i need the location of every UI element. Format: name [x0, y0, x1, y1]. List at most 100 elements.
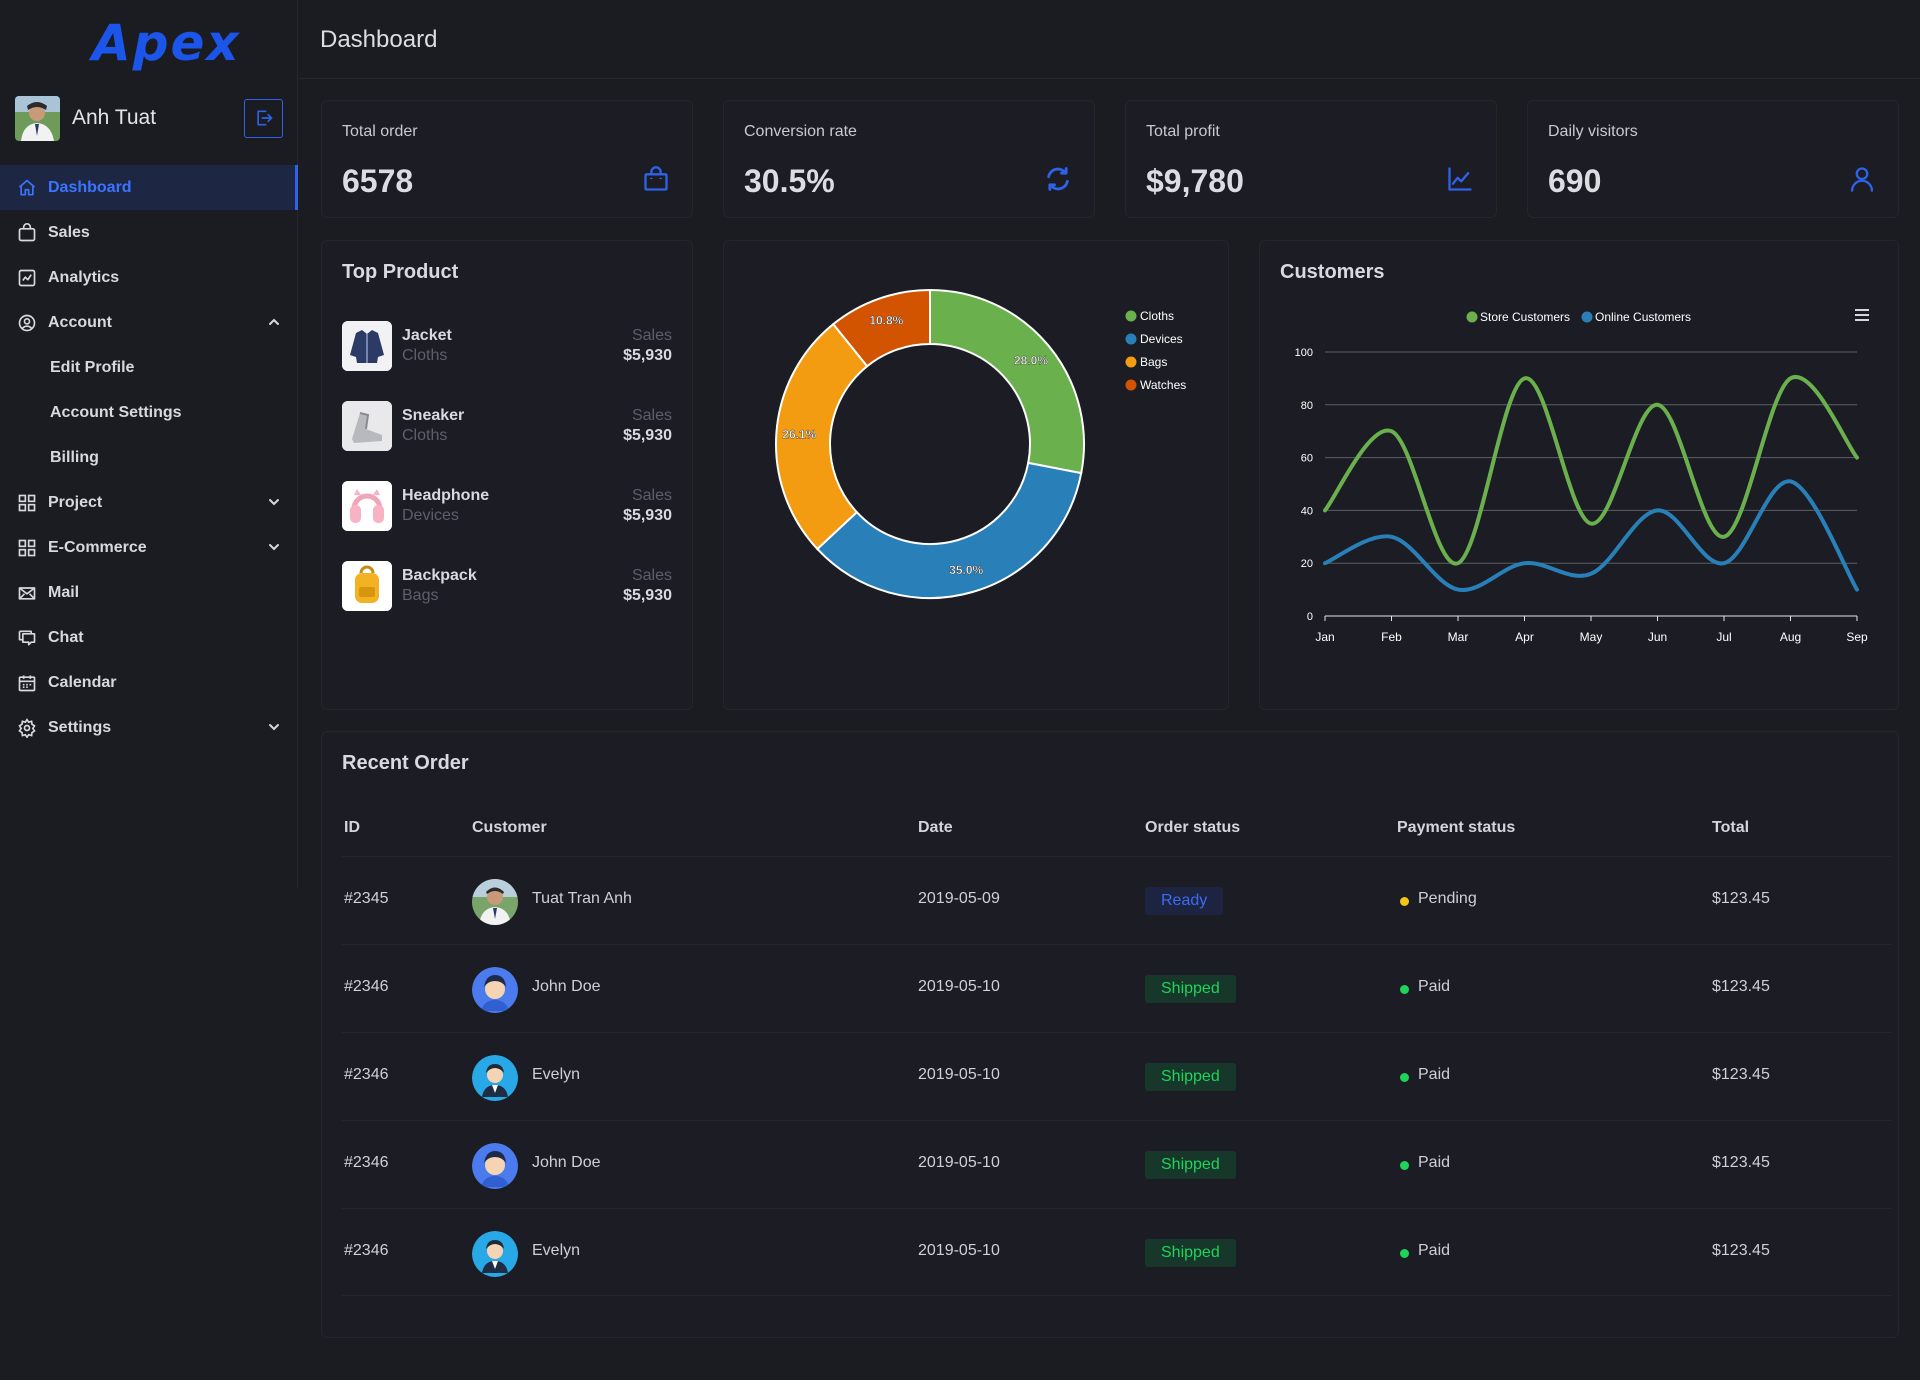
- donut-slice-devices[interactable]: [815, 461, 1083, 599]
- column-header-id[interactable]: ID: [344, 819, 360, 836]
- legend-label: Bags: [1140, 355, 1167, 369]
- sidebar-item-mail[interactable]: Mail: [0, 570, 298, 615]
- stat-label: Daily visitors: [1548, 123, 1638, 140]
- product-name: Backpack: [402, 567, 477, 584]
- product-item[interactable]: Sneaker Cloths Sales $5,930: [342, 401, 672, 453]
- sidebar-item-project[interactable]: Project: [0, 480, 298, 525]
- sidebar: Apex Anh Tuat Dashboard: [0, 0, 298, 889]
- sidebar-item-ecommerce[interactable]: E-Commerce: [0, 525, 298, 570]
- sidebar-item-settings[interactable]: Settings: [0, 705, 298, 750]
- legend-item-online-customers[interactable]: Online Customers: [1581, 310, 1692, 324]
- series-line-online-customers[interactable]: [1323, 479, 1859, 592]
- sidebar-item-account[interactable]: Account: [0, 300, 298, 345]
- legend-item-devices[interactable]: Devices: [1125, 332, 1183, 346]
- stat-label: Conversion rate: [744, 123, 857, 140]
- menu-icon[interactable]: [1853, 308, 1871, 322]
- x-tick-label: Jul: [1716, 630, 1731, 644]
- donut-slice-cloths[interactable]: [929, 288, 1085, 475]
- column-header-date[interactable]: Date: [918, 819, 953, 836]
- product-thumbnail: [342, 321, 392, 371]
- app-logo[interactable]: Apex: [92, 14, 241, 72]
- product-sales-amount: $5,930: [623, 427, 672, 444]
- home-icon: [16, 177, 38, 199]
- card-title: Recent Order: [342, 752, 469, 774]
- sidebar-item-label: Mail: [48, 583, 80, 601]
- product-sales-amount: $5,930: [623, 507, 672, 524]
- sidebar-subitem-edit-profile[interactable]: Edit Profile: [50, 358, 135, 376]
- customer-avatar: [472, 1143, 518, 1189]
- column-header-total[interactable]: Total: [1712, 819, 1750, 836]
- product-sales-label: Sales: [631, 327, 672, 344]
- page-title: Dashboard: [320, 26, 438, 53]
- payment-status-dot: [1400, 1073, 1409, 1082]
- x-tick-label: Mar: [1448, 630, 1469, 644]
- sidebar-nav: Dashboard Sales Analytics Account Edit P…: [0, 165, 298, 750]
- donut-chart: 28.0% 35.0% 26.1% 10.8% Cloths Devices Bags Wat…: [775, 288, 1187, 599]
- stat-label: Total order: [342, 123, 418, 140]
- payment-status-dot: [1400, 1161, 1409, 1170]
- product-sales-label: Sales: [631, 487, 672, 504]
- user-profile: Anh Tuat: [15, 94, 283, 142]
- chevron-down-icon: [269, 499, 279, 506]
- order-total: $123.45: [1712, 978, 1770, 995]
- x-tick-label: Apr: [1515, 630, 1534, 644]
- payment-status-dot: [1400, 897, 1409, 906]
- avatar[interactable]: [15, 95, 60, 141]
- x-tick-label: May: [1580, 630, 1603, 644]
- product-item[interactable]: Jacket Cloths Sales $5,930: [342, 321, 672, 373]
- sidebar-item-calendar[interactable]: Calendar: [0, 660, 298, 705]
- table-row[interactable]: #2346 Evelyn 2019-05-10 Shipped Paid $12…: [342, 1032, 1892, 1120]
- sidebar-item-dashboard[interactable]: Dashboard: [0, 165, 298, 210]
- legend-marker: [1125, 310, 1137, 322]
- series-line-store-customers[interactable]: [1323, 374, 1859, 566]
- legend-item-watches[interactable]: Watches: [1125, 378, 1187, 392]
- logout-button[interactable]: [244, 98, 283, 138]
- product-category: Bags: [402, 587, 439, 604]
- sidebar-item-label: Sales: [48, 223, 90, 241]
- line-chart-icon: [1448, 167, 1472, 191]
- payment-status-dot: [1400, 1249, 1409, 1258]
- payment-status: Pending: [1418, 890, 1477, 907]
- sidebar-item-sales[interactable]: Sales: [0, 210, 298, 255]
- product-sales-label: Sales: [631, 407, 672, 424]
- recent-order-card: Recent Order ID Customer Date Order stat…: [321, 731, 1899, 1338]
- table-row[interactable]: #2346 Evelyn 2019-05-10 Shipped Paid $12…: [342, 1208, 1892, 1296]
- order-total: $123.45: [1712, 890, 1770, 907]
- chevron-up-icon: [269, 318, 279, 325]
- sidebar-item-label: Account: [48, 313, 112, 331]
- legend-label: Cloths: [1140, 309, 1174, 323]
- stat-value: 690: [1548, 163, 1602, 199]
- grid-icon: [16, 492, 38, 514]
- product-sales-label: Sales: [631, 567, 672, 584]
- sidebar-item-analytics[interactable]: Analytics: [0, 255, 298, 300]
- table-row[interactable]: #2346 John Doe 2019-05-10 Shipped Paid $…: [342, 1120, 1892, 1208]
- table-row[interactable]: #2346 John Doe 2019-05-10 Shipped Paid $…: [342, 944, 1892, 1032]
- column-header-customer[interactable]: Customer: [472, 819, 547, 836]
- sidebar-subitem-billing[interactable]: Billing: [50, 448, 99, 466]
- legend-item-bags[interactable]: Bags: [1125, 355, 1168, 369]
- product-item[interactable]: Headphone Devices Sales $5,930: [342, 481, 672, 533]
- stat-card-total-profit: Total profit $9,780: [1125, 100, 1497, 218]
- line-chart-icon: [16, 267, 38, 289]
- sidebar-item-chat[interactable]: Chat: [0, 615, 298, 660]
- sidebar-item-label: E-Commerce: [48, 538, 147, 556]
- donut-slice-bags[interactable]: [775, 322, 869, 551]
- column-header-order-status[interactable]: Order status: [1145, 819, 1241, 836]
- order-status-badge: Shipped: [1145, 975, 1236, 1003]
- legend-item-cloths[interactable]: Cloths: [1125, 309, 1175, 323]
- legend-label: Store Customers: [1480, 310, 1570, 324]
- calendar-icon: [16, 672, 38, 694]
- table-row[interactable]: #2345 Tuat Tran Anh 2019-05-09 Ready Pen…: [342, 856, 1892, 944]
- product-item[interactable]: Backpack Bags Sales $5,930: [342, 561, 672, 613]
- column-header-payment-status[interactable]: Payment status: [1397, 819, 1516, 836]
- order-id: #2346: [344, 978, 389, 995]
- sidebar-subitem-account-settings[interactable]: Account Settings: [50, 403, 182, 421]
- donut-slice-watches[interactable]: [831, 288, 931, 368]
- order-date: 2019-05-10: [918, 978, 1000, 995]
- x-tick-label: Feb: [1381, 630, 1402, 644]
- donut-slice-label: 26.1%: [782, 428, 816, 442]
- customers-line-chart: 0 20 40 60 80 100 Jan Feb Mar Apr May Jun Jul Aug Sep S…: [1295, 310, 1868, 644]
- order-id: #2346: [344, 1154, 389, 1171]
- legend-item-store-customers[interactable]: Store Customers: [1466, 310, 1571, 324]
- product-sales-amount: $5,930: [623, 587, 672, 604]
